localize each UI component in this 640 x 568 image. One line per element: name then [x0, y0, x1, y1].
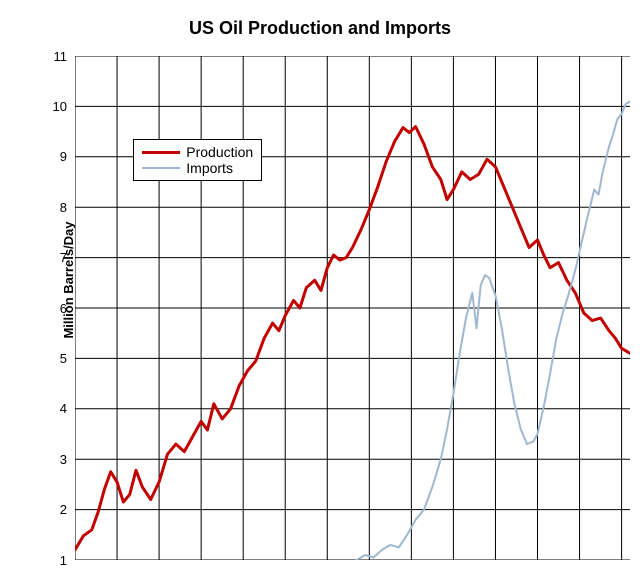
chart-svg	[75, 56, 630, 560]
y-tick-label: 7	[45, 250, 67, 265]
y-tick-label: 10	[45, 99, 67, 114]
y-tick-label: 8	[45, 200, 67, 215]
y-tick-label: 9	[45, 149, 67, 164]
y-tick-label: 3	[45, 452, 67, 467]
legend-label: Production	[186, 144, 253, 160]
legend-item: Imports	[142, 160, 253, 176]
y-tick-label: 4	[45, 401, 67, 416]
chart-title: US Oil Production and Imports	[0, 18, 640, 39]
legend-label: Imports	[186, 160, 233, 176]
legend-item: Production	[142, 144, 253, 160]
plot-area: ProductionImports	[75, 56, 630, 560]
y-axis-label: Million Barrels/Day	[61, 221, 76, 338]
y-tick-label: 1	[45, 553, 67, 568]
y-tick-label: 11	[45, 49, 67, 64]
y-tick-label: 2	[45, 502, 67, 517]
legend: ProductionImports	[133, 139, 262, 181]
oil-chart: US Oil Production and Imports Million Ba…	[0, 0, 640, 560]
legend-swatch	[142, 167, 180, 169]
y-tick-label: 6	[45, 301, 67, 316]
legend-swatch	[142, 151, 180, 154]
y-tick-label: 5	[45, 351, 67, 366]
